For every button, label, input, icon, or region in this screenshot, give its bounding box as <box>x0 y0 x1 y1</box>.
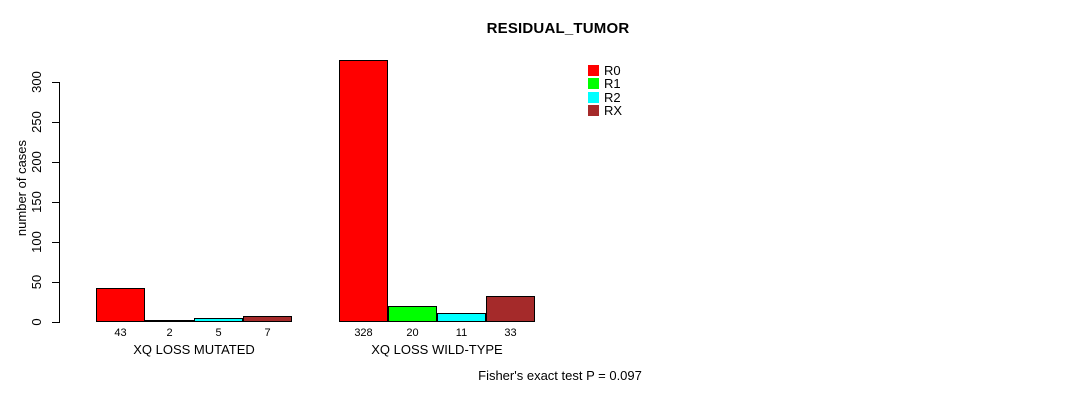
y-axis-line <box>59 82 60 323</box>
legend-swatch-r0 <box>588 65 599 77</box>
bar-r1-group1 <box>388 306 437 322</box>
y-tick <box>52 122 59 123</box>
y-tick-label: 300 <box>29 71 44 93</box>
y-tick <box>52 82 59 83</box>
bar-rx-group0 <box>243 316 292 322</box>
bar-value-label: 7 <box>264 327 271 339</box>
bar-r0-group0 <box>96 288 145 322</box>
bar-r1-group0 <box>145 320 194 322</box>
bar-value-label: 2 <box>166 327 173 339</box>
legend-swatch-r2 <box>588 91 599 103</box>
legend-swatch-r1 <box>588 78 599 90</box>
bar-value-label: 43 <box>114 327 127 339</box>
x-category-label: XQ LOSS MUTATED <box>133 342 255 357</box>
bar-r2-group0 <box>194 318 243 322</box>
legend-label: R1 <box>604 76 621 92</box>
legend-label: RX <box>604 103 623 119</box>
chart-title: RESIDUAL_TUMOR <box>486 20 630 37</box>
stat-annotation: Fisher's exact test P = 0.097 <box>478 368 642 383</box>
legend-label: R2 <box>604 89 621 105</box>
bar-r2-group1 <box>437 313 486 322</box>
legend: R0 R1 R2 RX <box>588 64 622 117</box>
y-tick <box>52 322 59 323</box>
y-tick <box>52 162 59 163</box>
y-tick <box>52 202 59 203</box>
y-tick <box>52 242 59 243</box>
y-axis-label: number of cases <box>14 139 29 237</box>
bar-r0-group1 <box>339 60 388 322</box>
bar-rx-group1 <box>486 296 535 322</box>
legend-item-r2: R2 <box>588 91 622 104</box>
bar-value-label: 5 <box>215 327 222 339</box>
y-tick <box>52 282 59 283</box>
legend-item-r1: R1 <box>588 77 622 90</box>
legend-item-rx: RX <box>588 104 622 117</box>
bar-value-label: 11 <box>455 327 468 339</box>
x-category-label: XQ LOSS WILD-TYPE <box>371 342 503 357</box>
bar-value-label: 20 <box>406 327 419 339</box>
legend-swatch-rx <box>588 105 599 117</box>
legend-label: R0 <box>604 63 621 79</box>
bar-value-label: 328 <box>354 327 373 339</box>
legend-item-r0: R0 <box>588 64 622 77</box>
bar-value-label: 33 <box>504 327 517 339</box>
